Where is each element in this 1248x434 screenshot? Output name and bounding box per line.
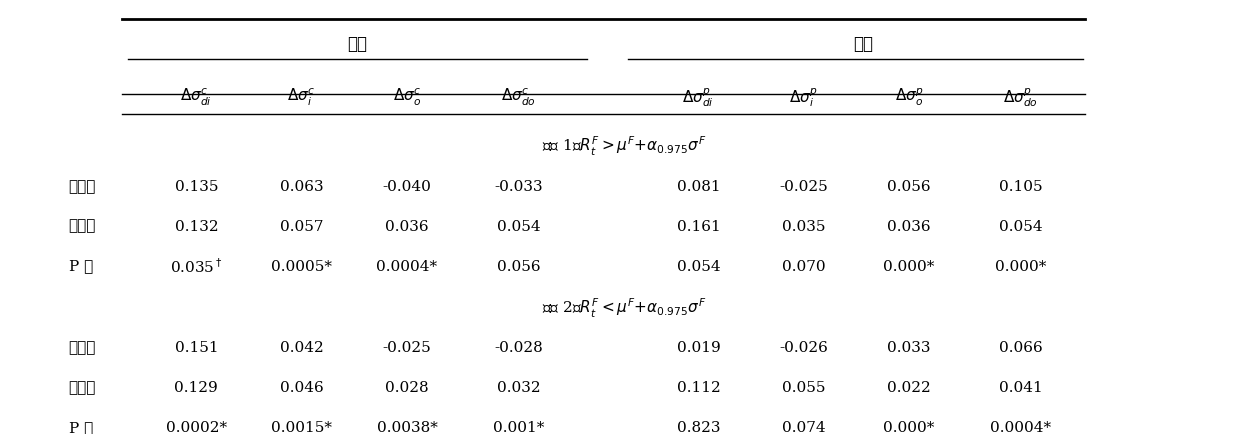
Text: 0.0004*: 0.0004* [377,260,438,273]
Text: -0.033: -0.033 [494,180,543,194]
Text: 0.042: 0.042 [280,341,323,355]
Text: 0.056: 0.056 [497,260,540,273]
Text: $\Delta\sigma^c_o$: $\Delta\sigma^c_o$ [393,87,422,108]
Text: 0.054: 0.054 [497,220,540,233]
Text: 0.035$^\dagger$: 0.035$^\dagger$ [170,257,223,276]
Text: $\Delta\sigma^c_{di}$: $\Delta\sigma^c_{di}$ [181,87,212,108]
Text: 0.057: 0.057 [280,220,323,233]
Text: 0.066: 0.066 [998,341,1042,355]
Text: 0.056: 0.056 [887,180,931,194]
Text: 0.032: 0.032 [497,381,540,395]
Text: $\Delta\sigma^p_o$: $\Delta\sigma^p_o$ [895,87,924,108]
Text: 0.135: 0.135 [175,180,218,194]
Text: 0.000*: 0.000* [884,260,935,273]
Text: P 值: P 值 [69,421,92,434]
Text: 平均數: 平均數 [69,180,96,194]
Text: P 值: P 值 [69,260,92,273]
Text: 情境 2：$R^F_t$$<\mu^F$$+\alpha_{0.975}\sigma^F$: 情境 2：$R^F_t$$<\mu^F$$+\alpha_{0.975}\sig… [542,297,706,320]
Text: 0.0005*: 0.0005* [271,260,332,273]
Text: 0.019: 0.019 [676,341,720,355]
Text: 0.0002*: 0.0002* [166,421,227,434]
Text: 0.0038*: 0.0038* [377,421,438,434]
Text: 0.823: 0.823 [676,421,720,434]
Text: -0.028: -0.028 [494,341,543,355]
Text: 賣權: 賣權 [854,36,874,53]
Text: 平均數: 平均數 [69,341,96,355]
Text: 0.036: 0.036 [386,220,429,233]
Text: 0.161: 0.161 [676,220,720,233]
Text: $\Delta\sigma^c_{do}$: $\Delta\sigma^c_{do}$ [502,87,537,108]
Text: -0.025: -0.025 [780,180,829,194]
Text: 0.129: 0.129 [175,381,218,395]
Text: 0.081: 0.081 [676,180,720,194]
Text: 標準差: 標準差 [69,220,96,233]
Text: 0.036: 0.036 [887,220,931,233]
Text: 0.033: 0.033 [887,341,931,355]
Text: 0.041: 0.041 [998,381,1042,395]
Text: $\Delta\sigma^p_{di}$: $\Delta\sigma^p_{di}$ [683,86,714,108]
Text: 0.105: 0.105 [998,180,1042,194]
Text: 0.000*: 0.000* [995,260,1046,273]
Text: 0.055: 0.055 [782,381,825,395]
Text: 0.0015*: 0.0015* [271,421,332,434]
Text: 0.000*: 0.000* [884,421,935,434]
Text: $\Delta\sigma^p_{do}$: $\Delta\sigma^p_{do}$ [1003,86,1038,108]
Text: 0.0004*: 0.0004* [990,421,1051,434]
Text: 0.070: 0.070 [782,260,826,273]
Text: -0.025: -0.025 [383,341,432,355]
Text: 0.054: 0.054 [998,220,1042,233]
Text: 標準差: 標準差 [69,381,96,395]
Text: 0.054: 0.054 [676,260,720,273]
Text: 0.046: 0.046 [280,381,323,395]
Text: 0.151: 0.151 [175,341,218,355]
Text: 0.063: 0.063 [280,180,323,194]
Text: $\Delta\sigma^c_i$: $\Delta\sigma^c_i$ [287,87,316,108]
Text: 0.112: 0.112 [676,381,720,395]
Text: 0.074: 0.074 [782,421,826,434]
Text: 0.028: 0.028 [386,381,429,395]
Text: -0.026: -0.026 [779,341,829,355]
Text: 情境 1：$R^F_t$$>\mu^F$$+\alpha_{0.975}\sigma^F$: 情境 1：$R^F_t$$>\mu^F$$+\alpha_{0.975}\sig… [542,135,706,158]
Text: 買權: 買權 [347,36,367,53]
Text: 0.001*: 0.001* [493,421,544,434]
Text: -0.040: -0.040 [383,180,432,194]
Text: 0.022: 0.022 [887,381,931,395]
Text: $\Delta\sigma^p_i$: $\Delta\sigma^p_i$ [789,86,819,108]
Text: 0.132: 0.132 [175,220,218,233]
Text: 0.035: 0.035 [782,220,825,233]
